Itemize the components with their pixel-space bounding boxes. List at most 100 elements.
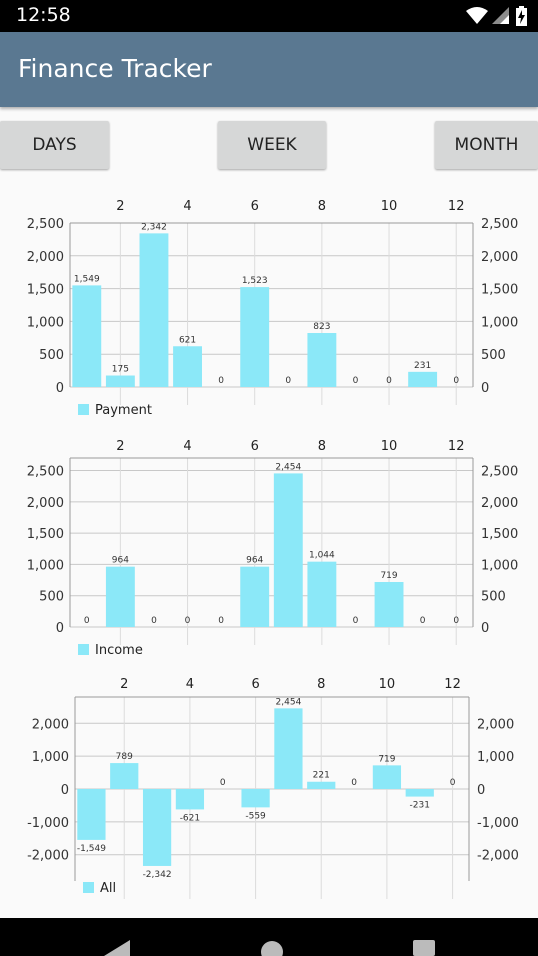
status-time: 12:58 xyxy=(16,4,71,26)
status-bar: 12:58 xyxy=(0,0,538,32)
bar xyxy=(372,765,402,789)
value-label: 0 xyxy=(353,376,359,386)
app-bar: Finance Tracker xyxy=(0,32,538,107)
bar xyxy=(110,763,139,789)
y-tick-label-left: 2,500 xyxy=(27,217,64,232)
value-label: -559 xyxy=(245,811,266,821)
week-button[interactable]: WEEK xyxy=(218,121,326,169)
y-tick-label-left: 1,500 xyxy=(27,527,64,542)
navigation-bar xyxy=(0,918,538,956)
value-label: 221 xyxy=(313,771,330,781)
value-label: 621 xyxy=(179,335,196,345)
x-tick-label: 10 xyxy=(381,439,398,454)
legend-swatch xyxy=(83,882,94,893)
value-label: 0 xyxy=(386,376,392,386)
y-tick-label-left: 2,000 xyxy=(32,717,69,732)
value-label: -2,342 xyxy=(143,870,172,880)
y-tick-label-right: 500 xyxy=(481,590,506,605)
wifi-icon xyxy=(466,7,488,24)
income-chart: 0 0 500 500 1,000 1,000 1,500 1,500 2,000 2,000 2,… xyxy=(0,430,538,670)
value-label: 0 xyxy=(453,376,459,386)
x-tick-label: 2 xyxy=(116,199,124,214)
recents-icon[interactable] xyxy=(413,940,435,956)
value-label: 964 xyxy=(112,556,129,566)
value-label: -231 xyxy=(410,801,430,811)
bar xyxy=(241,789,270,808)
value-label: 2,454 xyxy=(275,462,301,472)
y-tick-label-right: 2,500 xyxy=(481,465,518,480)
value-label: 719 xyxy=(378,754,395,764)
all-chart: -2,000 -2,000 -1,000 -1,000 0 0 1,000 1,000 2,00… xyxy=(0,670,538,910)
y-tick-label-right: 0 xyxy=(481,381,489,396)
legend-swatch xyxy=(78,404,89,415)
legend-swatch xyxy=(78,644,89,655)
bar xyxy=(307,781,336,789)
y-tick-label-left: 0 xyxy=(56,381,64,396)
y-tick-label-right: -1,000 xyxy=(477,816,519,831)
y-tick-label-right: 0 xyxy=(481,621,489,636)
x-tick-label: 2 xyxy=(120,677,128,692)
bar xyxy=(139,233,169,387)
y-tick-label-left: 1,000 xyxy=(27,558,64,573)
x-tick-label: 6 xyxy=(251,439,259,454)
bar xyxy=(142,789,172,866)
battery-charging-icon xyxy=(516,6,527,26)
value-label: -621 xyxy=(180,813,200,823)
value-label: 0 xyxy=(220,778,226,788)
signal-icon xyxy=(492,7,509,24)
x-tick-label: 12 xyxy=(444,677,461,692)
bar xyxy=(105,566,135,627)
bar xyxy=(307,561,337,627)
value-label: 0 xyxy=(84,616,90,626)
bar xyxy=(77,789,106,840)
y-tick-label-right: 1,500 xyxy=(481,283,518,298)
back-icon[interactable] xyxy=(104,940,130,956)
value-label: 823 xyxy=(313,322,330,332)
y-tick-label-left: -2,000 xyxy=(27,849,69,864)
y-tick-label-right: 2,000 xyxy=(481,250,518,265)
y-tick-label-left: 2,000 xyxy=(27,496,64,511)
x-tick-label: 10 xyxy=(379,677,396,692)
y-tick-label-left: 500 xyxy=(39,590,64,605)
x-tick-label: 8 xyxy=(318,439,326,454)
bar xyxy=(240,566,270,627)
all-chart-plot: -2,000 -2,000 -1,000 -1,000 0 0 1,000 1,000 2,00… xyxy=(27,677,519,899)
value-label: 0 xyxy=(351,778,357,788)
value-label: 2,342 xyxy=(141,222,167,232)
value-label: 0 xyxy=(450,778,456,788)
value-label: 0 xyxy=(185,616,191,626)
app-title: Finance Tracker xyxy=(18,54,212,83)
y-tick-label-right: 1,000 xyxy=(481,558,518,573)
bar xyxy=(274,708,303,789)
y-tick-label-left: 2,500 xyxy=(27,465,64,480)
value-label: 0 xyxy=(218,616,224,626)
home-icon[interactable] xyxy=(260,940,284,956)
value-label: 0 xyxy=(420,616,426,626)
y-tick-label-left: 0 xyxy=(61,783,69,798)
value-label: 1,044 xyxy=(309,551,335,561)
y-tick-label-left: 500 xyxy=(39,348,64,363)
days-button[interactable]: DAYS xyxy=(0,121,109,169)
payment-chart: 0 0 500 500 1,000 1,000 1,500 1,500 2,000 2,000 2,… xyxy=(0,190,538,430)
value-label: 0 xyxy=(285,376,291,386)
bar xyxy=(374,581,404,627)
month-button[interactable]: MONTH xyxy=(435,121,538,169)
x-tick-label: 6 xyxy=(251,677,259,692)
x-tick-label: 4 xyxy=(183,199,191,214)
bar xyxy=(72,285,102,387)
value-label: -1,549 xyxy=(77,844,106,854)
y-tick-label-right: 0 xyxy=(477,783,485,798)
value-label: 789 xyxy=(116,752,133,762)
y-tick-label-right: 1,000 xyxy=(477,750,514,765)
value-label: 0 xyxy=(151,616,157,626)
value-label: 2,454 xyxy=(276,697,302,707)
payment-chart-plot: 0 0 500 500 1,000 1,000 1,500 1,500 2,000 2,000 2,… xyxy=(27,199,518,418)
y-tick-label-right: 1,000 xyxy=(481,315,518,330)
x-tick-label: 8 xyxy=(317,677,325,692)
y-tick-label-right: 1,500 xyxy=(481,527,518,542)
value-label: 0 xyxy=(218,376,224,386)
legend-label: All xyxy=(100,881,116,896)
y-tick-label-right: 2,000 xyxy=(477,717,514,732)
y-tick-label-left: -1,000 xyxy=(27,816,69,831)
value-label: 0 xyxy=(353,616,359,626)
